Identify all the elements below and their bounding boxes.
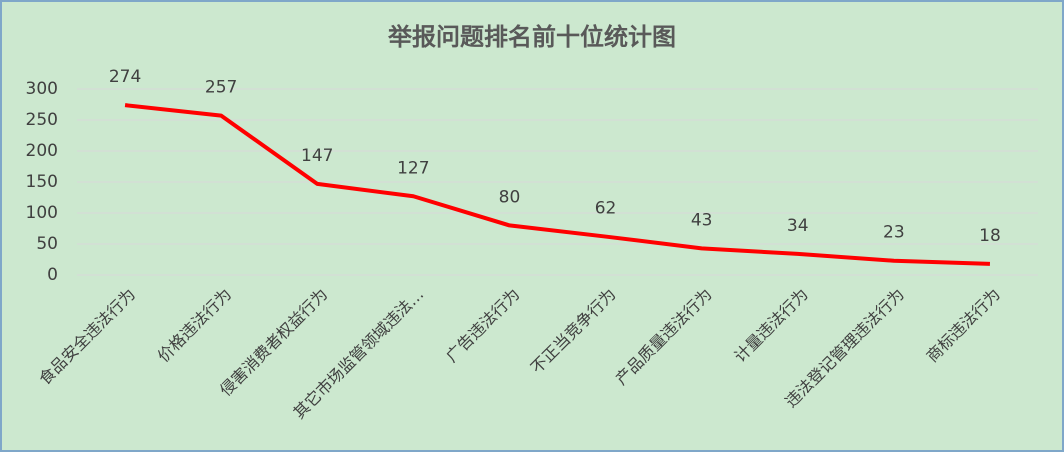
- y-tick-label: 0: [47, 265, 58, 285]
- y-tick-label: 100: [26, 203, 58, 223]
- data-label: 62: [595, 199, 617, 219]
- data-label: 257: [205, 78, 237, 98]
- data-label: 80: [499, 187, 521, 207]
- data-label: 23: [883, 223, 905, 243]
- data-label: 18: [979, 226, 1001, 246]
- data-label: 147: [301, 146, 333, 166]
- data-label: 43: [691, 210, 713, 230]
- y-tick-label: 200: [26, 141, 58, 161]
- data-line: [124, 103, 991, 266]
- data-label: 34: [787, 216, 809, 236]
- y-tick-label: 250: [26, 110, 58, 130]
- data-label: 274: [109, 67, 141, 87]
- y-tick-label: 300: [26, 79, 58, 99]
- y-tick-label: 150: [26, 172, 58, 192]
- data-label: 127: [397, 158, 429, 178]
- y-tick-label: 50: [36, 234, 58, 254]
- chart-title: 举报问题排名前十位统计图: [387, 23, 676, 51]
